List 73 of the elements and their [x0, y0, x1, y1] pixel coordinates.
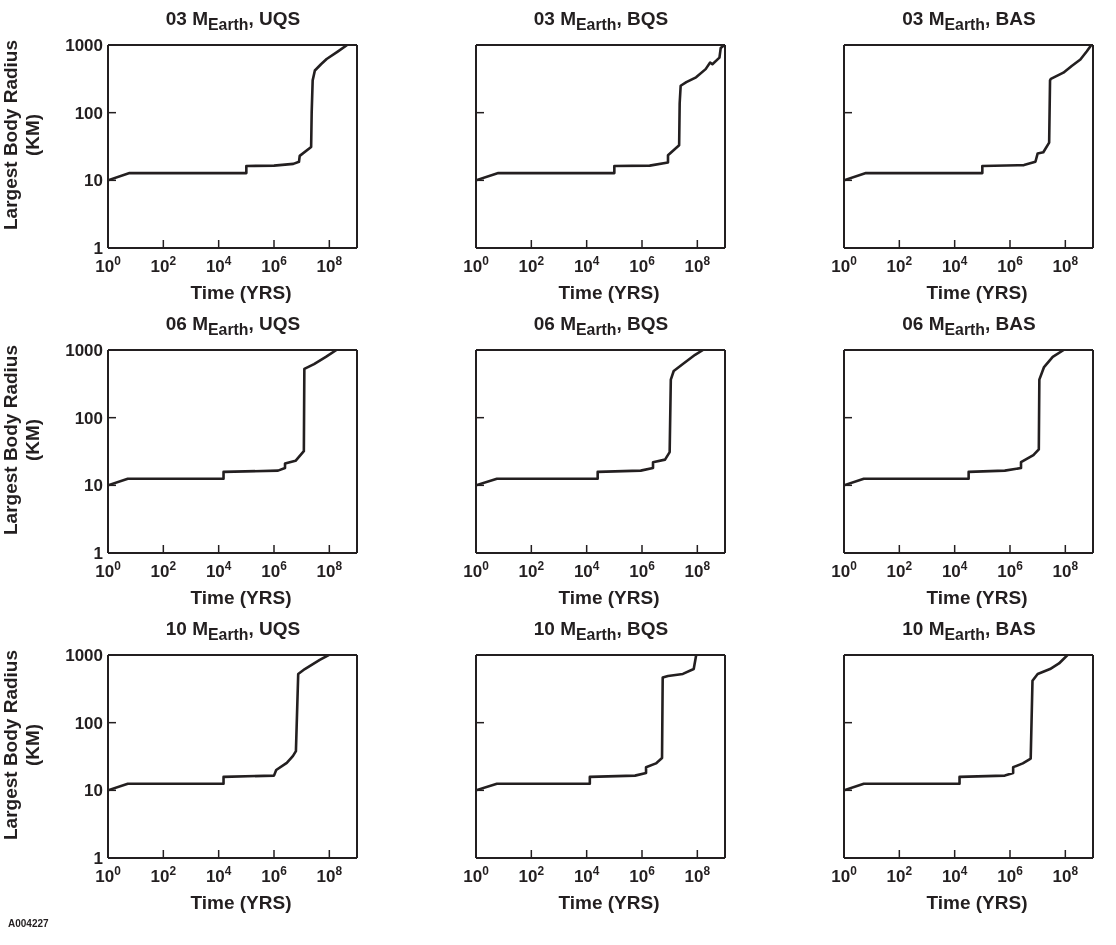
x-tick-label: 10$^{6}$ — [261, 559, 288, 581]
x-tick-label: 10$^{6}$ — [629, 864, 656, 886]
chart-title: 03 M$_{Earth}$, BAS — [901, 8, 1037, 34]
x-tick-label: 10$^{8}$ — [684, 559, 711, 581]
y-tick-label: 100 — [74, 713, 103, 733]
x-tick-label: 10$^{2}$ — [150, 864, 177, 886]
chart-title: 06 M$_{Earth}$, BAS — [901, 313, 1037, 339]
y-tick-label: 10 — [84, 781, 103, 801]
y-tick-label: 100 — [74, 408, 103, 428]
x-tick-label: 10$^{6}$ — [629, 254, 656, 276]
x-tick-label: 10$^{2}$ — [886, 254, 913, 276]
x-tick-label: 10$^{4}$ — [205, 864, 232, 886]
x-axis-title: Time (YRS) — [189, 892, 293, 914]
x-tick-label: 10$^{6}$ — [261, 864, 288, 886]
y-tick-label: 10 — [84, 171, 103, 191]
x-tick-label: 10$^{4}$ — [941, 864, 968, 886]
x-tick-label: 10$^{8}$ — [316, 254, 343, 276]
x-axis-title: Time (YRS) — [925, 587, 1029, 609]
x-tick-label: 10$^{0}$ — [463, 864, 490, 886]
y-axis-title: Largest Body Radius (KM) — [0, 39, 44, 233]
y-tick-label: 1000 — [65, 341, 103, 360]
x-tick-label: 10$^{2}$ — [886, 864, 913, 886]
x-tick-label: 10$^{0}$ — [831, 559, 858, 581]
x-axis-title: Time (YRS) — [189, 282, 293, 304]
x-tick-label: 10$^{2}$ — [518, 254, 545, 276]
x-tick-label: 10$^{6}$ — [997, 254, 1024, 276]
chart-title: 03 M$_{Earth}$, BQS — [532, 8, 670, 34]
x-tick-label: 10$^{0}$ — [831, 864, 858, 886]
x-tick-label: 10$^{8}$ — [1052, 864, 1079, 886]
x-tick-label: 10$^{6}$ — [997, 559, 1024, 581]
text: A004227 — [8, 918, 49, 929]
x-tick-label: 10$^{4}$ — [573, 864, 600, 886]
x-tick-label: 10$^{0}$ — [831, 254, 858, 276]
x-tick-label: 10$^{4}$ — [941, 254, 968, 276]
x-axis-title: Time (YRS) — [925, 282, 1029, 304]
x-tick-label: 10$^{4}$ — [573, 559, 600, 581]
x-tick-label: 10$^{2}$ — [518, 559, 545, 581]
x-tick-label: 10$^{8}$ — [316, 864, 343, 886]
chart-title: 06 M$_{Earth}$, BQS — [532, 313, 670, 339]
x-axis-title: Time (YRS) — [925, 892, 1029, 914]
x-axis-title: Time (YRS) — [557, 282, 661, 304]
x-tick-label: 10$^{6}$ — [629, 559, 656, 581]
x-tick-label: 10$^{8}$ — [684, 254, 711, 276]
x-tick-label: 10$^{2}$ — [150, 254, 177, 276]
chart-title: 03 M$_{Earth}$, UQS — [164, 8, 302, 34]
x-tick-label: 10$^{2}$ — [518, 864, 545, 886]
x-tick-label: 10$^{2}$ — [150, 559, 177, 581]
x-tick-label: 10$^{6}$ — [997, 864, 1024, 886]
x-tick-label: 10$^{8}$ — [316, 559, 343, 581]
x-tick-label: 10$^{8}$ — [684, 864, 711, 886]
chart-title: 10 M$_{Earth}$, UQS — [164, 618, 302, 644]
y-axis-title: Largest Body Radius (KM) — [0, 649, 44, 843]
x-tick-label: 10$^{0}$ — [463, 559, 490, 581]
chart-title: 06 M$_{Earth}$, UQS — [164, 313, 302, 339]
x-tick-label: 10$^{8}$ — [1052, 559, 1079, 581]
y-tick-label: 1000 — [65, 646, 103, 665]
x-tick-label: 10$^{6}$ — [261, 254, 288, 276]
y-tick-label: 100 — [74, 103, 103, 123]
y-tick-label: 1000 — [65, 36, 103, 55]
y-axis-title: Largest Body Radius (KM) — [0, 344, 44, 538]
x-tick-label: 10$^{0}$ — [463, 254, 490, 276]
x-tick-label: 10$^{2}$ — [886, 559, 913, 581]
x-axis-title: Time (YRS) — [557, 587, 661, 609]
x-axis-title: Time (YRS) — [189, 587, 293, 609]
x-tick-label: 10$^{4}$ — [573, 254, 600, 276]
x-tick-label: 10$^{4}$ — [205, 559, 232, 581]
x-tick-label: 10$^{4}$ — [205, 254, 232, 276]
chart-title: 10 M$_{Earth}$, BQS — [532, 618, 670, 644]
x-tick-label: 10$^{4}$ — [941, 559, 968, 581]
x-tick-label: 10$^{8}$ — [1052, 254, 1079, 276]
y-tick-label: 10 — [84, 476, 103, 496]
x-axis-title: Time (YRS) — [557, 892, 661, 914]
chart-title: 10 M$_{Earth}$, BAS — [901, 618, 1037, 644]
